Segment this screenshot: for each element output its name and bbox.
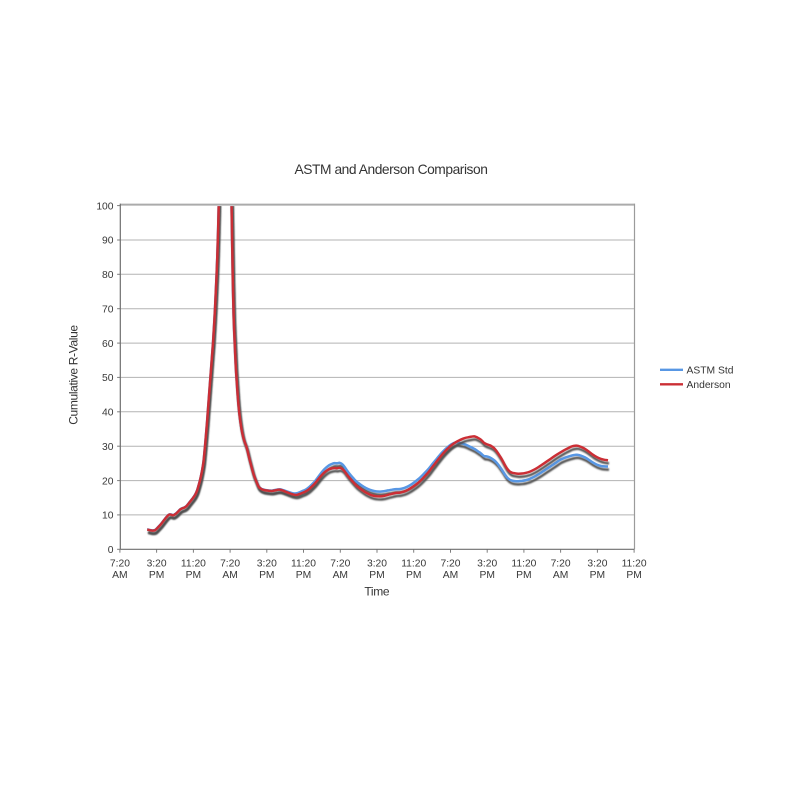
svg-text:PM: PM — [590, 570, 605, 581]
svg-text:11:20: 11:20 — [181, 559, 206, 570]
svg-text:20: 20 — [102, 476, 114, 487]
svg-text:ASTM and Anderson Comparison: ASTM and Anderson Comparison — [295, 162, 488, 177]
svg-text:7:20: 7:20 — [330, 559, 350, 570]
svg-text:7:20: 7:20 — [551, 559, 571, 570]
svg-text:100: 100 — [96, 201, 113, 212]
svg-text:10: 10 — [102, 511, 114, 522]
svg-text:PM: PM — [149, 570, 164, 581]
svg-text:7:20: 7:20 — [110, 559, 130, 570]
svg-text:3:20: 3:20 — [367, 559, 387, 570]
svg-text:40: 40 — [102, 408, 114, 419]
svg-text:3:20: 3:20 — [147, 559, 167, 570]
svg-text:3:20: 3:20 — [477, 559, 497, 570]
svg-text:0: 0 — [108, 545, 114, 556]
svg-text:PM: PM — [626, 570, 641, 581]
svg-text:AM: AM — [553, 570, 568, 581]
svg-text:AM: AM — [443, 570, 458, 581]
svg-text:11:20: 11:20 — [401, 559, 426, 570]
svg-text:70: 70 — [102, 304, 114, 315]
svg-text:7:20: 7:20 — [440, 559, 460, 570]
svg-text:50: 50 — [102, 373, 114, 384]
svg-text:90: 90 — [102, 236, 114, 247]
svg-text:Anderson: Anderson — [687, 380, 731, 391]
svg-text:PM: PM — [479, 570, 494, 581]
svg-text:AM: AM — [333, 570, 348, 581]
svg-text:PM: PM — [259, 570, 274, 581]
svg-text:3:20: 3:20 — [587, 559, 607, 570]
svg-text:11:20: 11:20 — [291, 559, 316, 570]
svg-text:11:20: 11:20 — [511, 559, 536, 570]
svg-text:AM: AM — [222, 570, 237, 581]
svg-text:3:20: 3:20 — [257, 559, 277, 570]
svg-text:30: 30 — [102, 442, 114, 453]
svg-text:PM: PM — [406, 570, 421, 581]
svg-text:PM: PM — [296, 570, 311, 581]
svg-text:AM: AM — [112, 570, 127, 581]
svg-text:Cumulative R-Value: Cumulative R-Value — [67, 325, 81, 425]
svg-text:PM: PM — [186, 570, 201, 581]
svg-text:PM: PM — [369, 570, 384, 581]
svg-text:Time: Time — [364, 585, 389, 599]
svg-text:80: 80 — [102, 270, 114, 281]
svg-text:7:20: 7:20 — [220, 559, 240, 570]
svg-text:PM: PM — [516, 570, 531, 581]
svg-text:60: 60 — [102, 339, 114, 350]
svg-text:ASTM Std: ASTM Std — [687, 365, 734, 376]
svg-text:11:20: 11:20 — [622, 559, 647, 570]
